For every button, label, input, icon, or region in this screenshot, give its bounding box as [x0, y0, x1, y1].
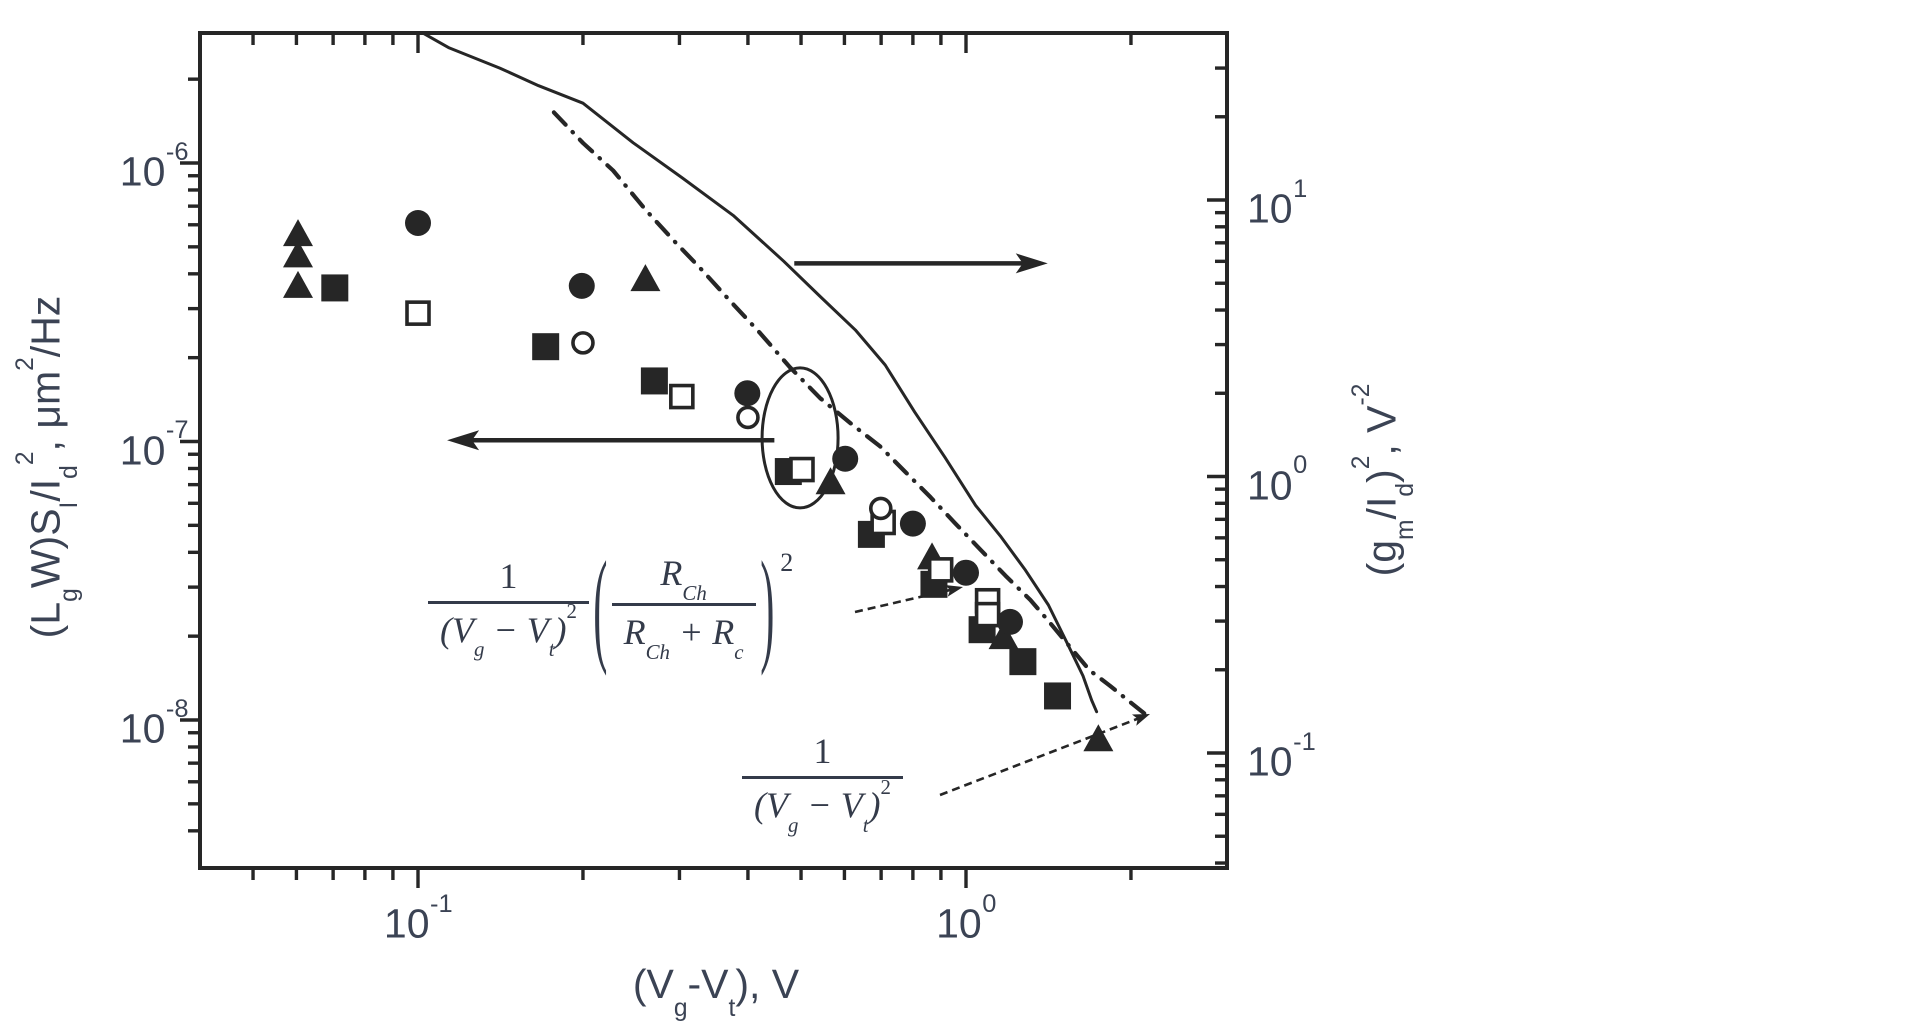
- formula1-pointer-arrowhead: [945, 584, 963, 597]
- marker-triangle-filled: [1083, 724, 1114, 752]
- marker-triangle-filled: [988, 622, 1019, 650]
- marker-square-filled: [321, 274, 349, 302]
- marker-circle-open: [571, 331, 595, 355]
- marker-triangle-filled: [630, 264, 661, 292]
- marker-triangle-filled: [283, 270, 314, 298]
- marker-circle-filled: [405, 209, 431, 236]
- marker-square-filled: [1009, 648, 1037, 676]
- marker-square-filled: [640, 367, 668, 395]
- right-axis-arrowhead: [1015, 253, 1048, 274]
- marker-triangle-filled: [283, 219, 314, 247]
- marker-square-open: [669, 383, 695, 410]
- formula2-pointer-arrowhead: [1131, 714, 1150, 726]
- plot-frame: [198, 31, 1229, 870]
- marker-circle-filled: [568, 272, 595, 299]
- marker-square-open: [927, 557, 954, 583]
- marker-square-open: [789, 456, 815, 483]
- marker-square-open: [974, 601, 1001, 628]
- marker-circle-filled: [734, 380, 761, 407]
- marker-circle-open: [736, 405, 760, 430]
- formula1-pointer-line: [854, 587, 954, 614]
- marker-square-filled: [1044, 682, 1072, 710]
- marker-square-open: [405, 300, 431, 326]
- marker-circle-open: [868, 496, 893, 521]
- marker-circle-filled: [899, 510, 926, 537]
- dashdot-curve: [551, 110, 1151, 719]
- solid-curve: [421, 31, 1099, 714]
- formula2-pointer-line: [939, 716, 1142, 797]
- marker-circle-filled: [996, 608, 1023, 635]
- marker-square-filled: [532, 333, 560, 361]
- marker-triangle-filled: [283, 240, 314, 268]
- marker-circle-filled: [953, 559, 979, 586]
- left-axis-arrowhead: [447, 430, 480, 451]
- highlight-ellipse: [760, 366, 840, 510]
